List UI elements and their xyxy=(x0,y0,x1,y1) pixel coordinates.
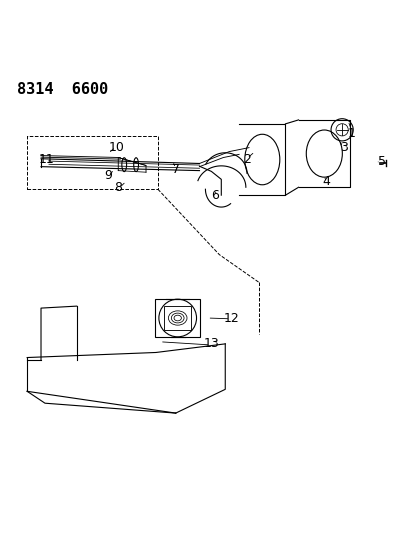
Text: 8: 8 xyxy=(114,181,122,194)
Text: 3: 3 xyxy=(340,141,348,154)
Text: 5: 5 xyxy=(378,155,386,168)
Text: 2: 2 xyxy=(243,153,251,166)
Text: 12: 12 xyxy=(223,311,239,325)
Text: 9: 9 xyxy=(105,169,112,182)
Text: 10: 10 xyxy=(109,141,124,154)
Text: 13: 13 xyxy=(203,337,219,350)
Text: 8314  6600: 8314 6600 xyxy=(17,82,109,97)
Text: 11: 11 xyxy=(39,153,55,166)
Text: 7: 7 xyxy=(172,163,180,176)
Text: 1: 1 xyxy=(348,127,356,140)
Text: 4: 4 xyxy=(322,175,330,188)
Text: 6: 6 xyxy=(211,189,219,201)
